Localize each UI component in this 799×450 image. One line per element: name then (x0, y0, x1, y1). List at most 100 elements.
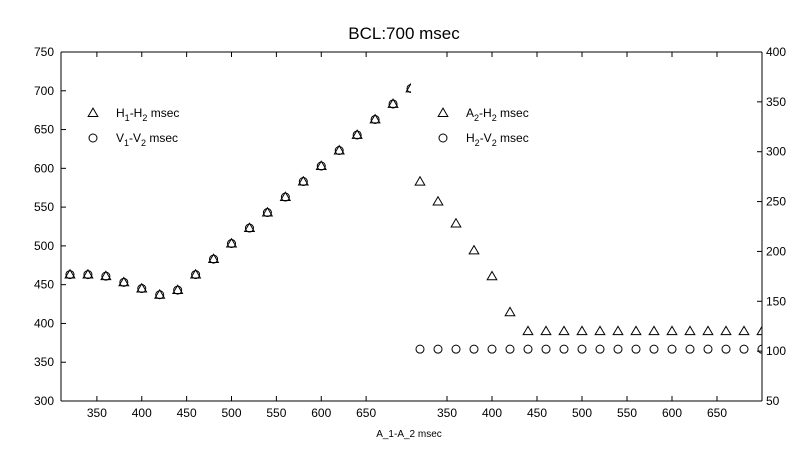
data-point-triangle (648, 325, 660, 336)
data-point-triangle (630, 325, 642, 336)
legend-label: V1-V2 msec (116, 131, 178, 148)
data-point-triangle (594, 325, 606, 336)
y-tick-label: 500 (34, 239, 54, 253)
y-tick-label: 650 (34, 123, 54, 137)
data-point-circle (334, 146, 344, 155)
y-tick-label: 600 (34, 161, 54, 175)
y-tick-label: 300 (34, 394, 54, 408)
data-point-circle (505, 344, 515, 354)
data-point-circle (685, 344, 695, 354)
data-point-triangle (154, 288, 166, 299)
data-point-triangle (432, 195, 444, 206)
data-point-circle (173, 285, 183, 295)
data-points (64, 82, 411, 300)
data-point-triangle (684, 325, 696, 336)
data-point-circle (757, 344, 762, 354)
data-point-triangle (351, 129, 363, 139)
data-point-circle (298, 177, 308, 187)
data-point-circle (613, 344, 623, 354)
x-axis-label: A_1-A_2 msec (376, 429, 442, 440)
data-point-triangle (243, 222, 256, 232)
x-tick-label: 650 (707, 406, 727, 420)
data-point-triangle (118, 276, 130, 287)
legend-label: H2-V2 msec (466, 131, 529, 148)
data-point-circle (119, 277, 129, 287)
y-tick-label: 300 (766, 145, 786, 159)
legend-label: H1-H2 msec (116, 106, 179, 123)
data-point-circle (523, 344, 533, 354)
legend-marker (437, 107, 449, 117)
data-point-triangle (540, 325, 552, 336)
data-point-triangle (387, 98, 399, 108)
data-point-circle (209, 254, 219, 264)
data-point-circle (631, 344, 641, 354)
data-point-triangle (100, 270, 112, 281)
data-point-circle (191, 270, 201, 280)
data-point-triangle (405, 82, 411, 93)
y-tick-label: 350 (34, 355, 54, 369)
data-point-circle (703, 344, 713, 354)
data-point-circle (227, 239, 237, 249)
data-point-circle (559, 344, 569, 354)
legend-marker (88, 133, 98, 143)
y-tick-label: 700 (34, 84, 54, 98)
data-point-circle (739, 344, 749, 354)
data-point-circle (667, 344, 677, 354)
data-point-triangle (738, 325, 750, 336)
legend-marker (438, 133, 448, 143)
data-point-circle (577, 344, 587, 354)
data-point-triangle (136, 282, 148, 293)
data-point-triangle (558, 325, 570, 336)
data-point-triangle (64, 268, 76, 279)
x-tick-label: 500 (221, 406, 241, 420)
data-point-triangle (720, 325, 732, 336)
chart-title: BCL:700 msec (348, 24, 460, 43)
y-tick-label: 450 (34, 278, 54, 292)
y-tick-label: 400 (766, 45, 786, 59)
data-point-circle (388, 99, 398, 109)
data-point-triangle (207, 253, 220, 264)
data-point-triangle (261, 206, 274, 217)
data-point-triangle (297, 175, 310, 186)
data-point-triangle (333, 144, 345, 155)
data-point-circle (451, 344, 461, 354)
data-point-triangle (82, 268, 94, 279)
data-point-circle (316, 161, 326, 171)
data-point-circle (101, 271, 111, 281)
y-tick-label: 100 (766, 344, 786, 358)
data-point-triangle (666, 325, 678, 336)
data-point-triangle (504, 306, 516, 317)
data-point-circle (244, 223, 254, 233)
data-point-circle (721, 344, 731, 354)
legend-label: A2-H2 msec (466, 106, 529, 123)
data-point-circle (487, 344, 497, 354)
data-point-triangle (612, 325, 624, 336)
data-point-triangle (450, 217, 462, 228)
data-point-triangle (522, 325, 534, 336)
x-tick-label: 550 (617, 406, 637, 420)
data-point-triangle (576, 325, 588, 336)
data-point-circle (137, 284, 147, 294)
data-point-circle (262, 208, 272, 218)
data-point-circle (541, 344, 551, 354)
y-tick-label: 350 (766, 95, 786, 109)
data-point-triangle (486, 270, 498, 281)
y-tick-label: 250 (766, 195, 786, 209)
x-tick-label: 650 (356, 406, 376, 420)
data-point-circle (370, 114, 380, 124)
data-point-circle (415, 344, 425, 354)
data-point-circle (469, 344, 479, 354)
data-point-triangle (468, 244, 480, 255)
y-tick-label: 50 (766, 394, 780, 408)
y-tick-label: 400 (34, 316, 54, 330)
data-point-triangle (225, 237, 238, 248)
x-tick-label: 600 (662, 406, 682, 420)
data-point-triangle (702, 325, 714, 336)
data-point-circle (649, 344, 659, 354)
data-point-circle (65, 270, 75, 280)
x-tick-label: 400 (482, 406, 502, 420)
left-panel: 300 350 400 450 500 550 600 650 700 750 350 400 450 5… (34, 45, 411, 420)
y-tick-label: 550 (34, 200, 54, 214)
